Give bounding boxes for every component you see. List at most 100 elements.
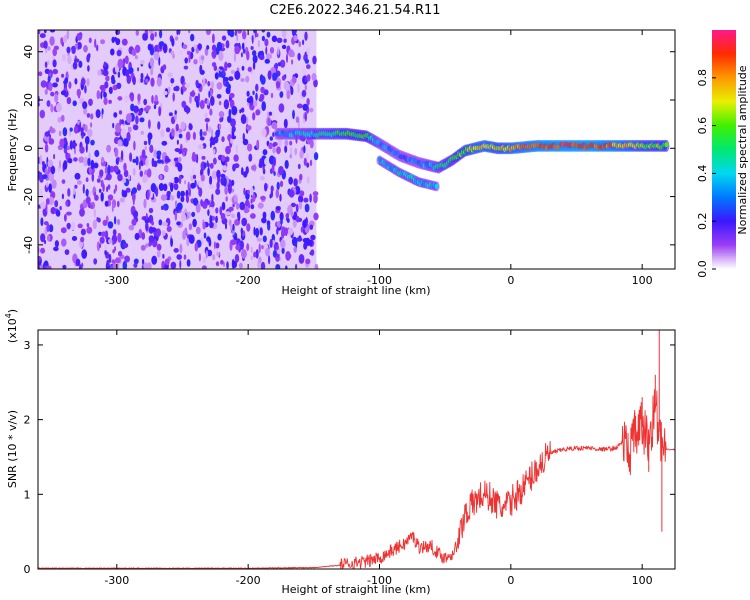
noise-blob (84, 124, 88, 133)
snr-panel: -300 -200 -100 0 100 0 1 2 3 Height of straight… (4, 309, 676, 596)
noise-blob (245, 75, 250, 83)
noise-blob (209, 108, 213, 116)
noise-blob (140, 72, 144, 79)
noise-blob (59, 159, 61, 169)
noise-blob (272, 143, 277, 147)
noise-blob (303, 242, 308, 250)
noise-blob (242, 30, 247, 40)
x-tick-label: -200 (236, 274, 261, 287)
noise-blob (299, 150, 304, 159)
noise-blob (145, 157, 149, 167)
noise-blob (276, 253, 280, 258)
noise-blob (304, 31, 308, 41)
x-tick-label: -200 (236, 574, 261, 587)
noise-blob (147, 43, 153, 51)
noise-blob (210, 96, 215, 106)
noise-blob (221, 155, 226, 162)
noise-blob (131, 187, 137, 194)
noise-blob (296, 103, 303, 109)
noise-blob (100, 91, 103, 100)
noise-blob (121, 38, 128, 46)
noise-blob (39, 33, 46, 39)
noise-blob (238, 262, 243, 269)
noise-blob (117, 232, 122, 243)
noise-blob (200, 55, 205, 61)
noise-blob (64, 34, 67, 43)
noise-blob (216, 169, 221, 179)
noise-blob (114, 184, 118, 192)
noise-blob (117, 250, 123, 257)
noise-blob (88, 37, 92, 44)
noise-blob (115, 257, 121, 264)
noise-blob (133, 140, 136, 151)
noise-blob (148, 235, 155, 243)
noise-blob (219, 117, 223, 123)
spectrogram-y-label: Frequency (Hz) (6, 109, 19, 192)
noise-blob (221, 35, 227, 41)
noise-blob (99, 85, 106, 90)
noise-blob (87, 158, 91, 166)
noise-blob (234, 45, 241, 55)
noise-blob (313, 152, 319, 161)
noise-blob (198, 180, 204, 188)
noise-blob (211, 170, 218, 180)
noise-blob (52, 59, 57, 68)
noise-blob (143, 198, 147, 209)
noise-blob (96, 90, 101, 100)
noise-blob (66, 46, 71, 54)
noise-blob (241, 65, 245, 71)
track-core (664, 142, 669, 148)
noise-blob (286, 90, 291, 100)
noise-blob (286, 53, 288, 63)
noise-blob (74, 43, 79, 49)
noise-blob (132, 168, 136, 176)
noise-blob (48, 224, 54, 233)
noise-blob (86, 223, 90, 228)
noise-blob (158, 183, 164, 191)
noise-blob (49, 36, 55, 46)
noise-blob (174, 110, 177, 115)
noise-blob (216, 251, 220, 257)
noise-blob (161, 221, 168, 227)
noise-blob (220, 259, 224, 265)
noise-blob (213, 241, 216, 249)
noise-blob (167, 72, 173, 78)
noise-blob (48, 183, 52, 193)
noise-blob (87, 128, 93, 138)
noise-blob (88, 166, 93, 174)
noise-blob (227, 115, 232, 123)
noise-blob (247, 143, 253, 152)
noise-blob (156, 243, 162, 251)
noise-blob (270, 92, 274, 99)
noise-blob (306, 98, 310, 106)
noise-blob (98, 243, 102, 249)
noise-blob (77, 41, 82, 50)
noise-blob (209, 89, 213, 98)
noise-blob (168, 86, 171, 94)
noise-blob (74, 78, 78, 85)
noise-blob (282, 226, 287, 236)
noise-blob (304, 75, 307, 83)
track-core (434, 183, 439, 189)
noise-blob (83, 45, 88, 53)
noise-blob (135, 115, 139, 125)
noise-blob (128, 224, 135, 231)
noise-blob (198, 253, 201, 262)
noise-blob (117, 139, 123, 147)
noise-blob (69, 127, 73, 132)
noise-blob (248, 153, 253, 162)
noise-blob (82, 184, 85, 194)
noise-blob (74, 172, 81, 180)
noise-blob (173, 248, 179, 253)
noise-blob (128, 175, 131, 181)
noise-blob (73, 58, 80, 63)
noise-blob (96, 241, 100, 252)
noise-blob (293, 246, 297, 253)
noise-blob (234, 70, 241, 81)
noise-blob (150, 191, 153, 198)
noise-blob (115, 122, 121, 133)
noise-blob (285, 265, 288, 269)
noise-blob (235, 202, 240, 210)
noise-blob (95, 109, 101, 119)
noise-blob (295, 116, 300, 123)
